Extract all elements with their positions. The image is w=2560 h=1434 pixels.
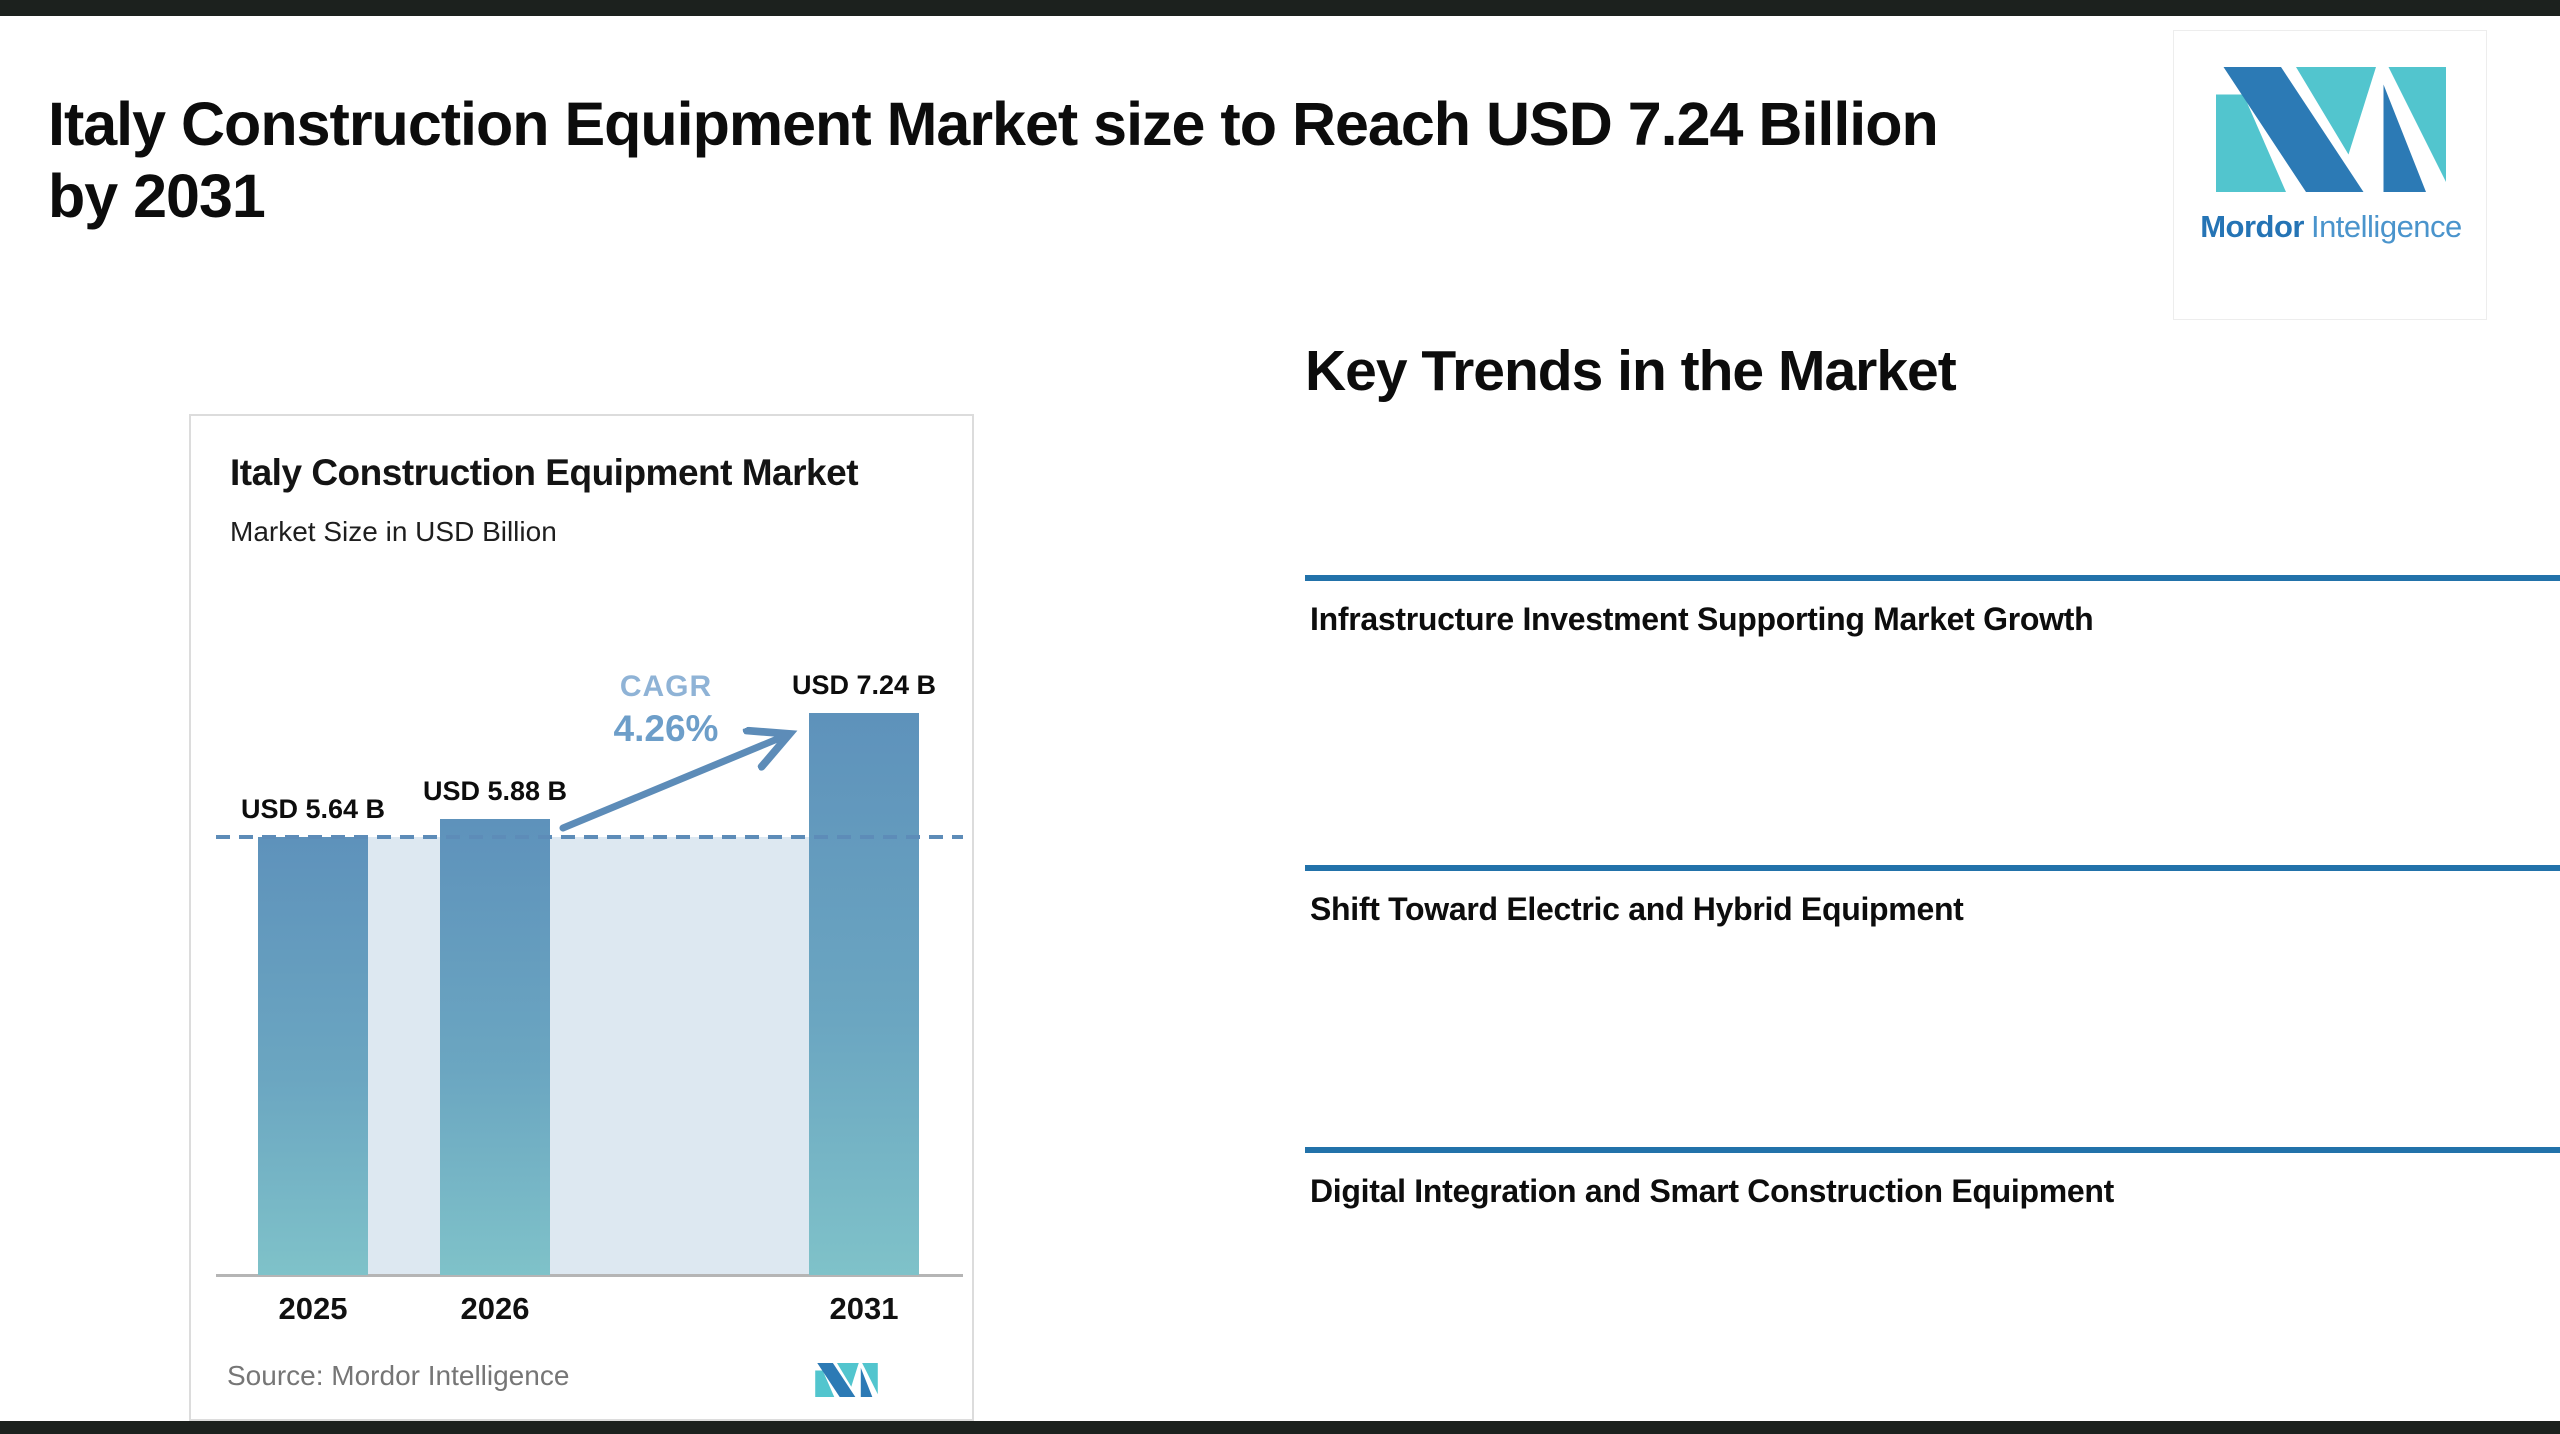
bar-value-label: USD 7.24 B	[791, 670, 937, 701]
trend-divider-line	[1305, 575, 2560, 581]
cagr-value: 4.26%	[613, 708, 719, 749]
trend-item-electric-hybrid: Shift Toward Electric and Hybrid Equipme…	[1310, 891, 1964, 927]
mordor-intelligence-logo-icon	[2216, 67, 2446, 192]
page-title-line2: by 2031	[48, 162, 266, 230]
brand-name-light: Intelligence	[2310, 209, 2462, 244]
x-axis-tick-label: 2025	[278, 1291, 348, 1326]
key-trends-heading: Key Trends in the Market	[1305, 339, 1957, 403]
chart-title: Italy Construction Equipment Market	[230, 452, 859, 493]
brand-logo-card: Mordor Intelligence	[2173, 30, 2487, 320]
bar-2025	[258, 837, 368, 1275]
source-caption: Source: Mordor Intelligence	[227, 1360, 570, 1391]
brand-wordmark: Mordor Intelligence	[2174, 209, 2488, 245]
trend-divider-line	[1305, 1147, 2560, 1153]
trend-item-digital-integration: Digital Integration and Smart Constructi…	[1310, 1173, 2114, 1209]
page-title-line1: Italy Construction Equipment Market size…	[48, 90, 1939, 158]
brand-name-bold: Mordor	[2200, 209, 2304, 244]
bar-value-label: USD 5.88 B	[422, 775, 568, 806]
trend-item-infrastructure: Infrastructure Investment Supporting Mar…	[1310, 601, 2094, 637]
page-title: Italy Construction Equipment Market size…	[48, 88, 2128, 232]
cagr-label: CAGR	[619, 670, 713, 703]
mordor-intelligence-mini-logo-icon	[815, 1363, 878, 1397]
x-axis-tick-label: 2031	[829, 1291, 899, 1326]
plot-area: CAGR 4.26% USD 5.64 B 2025 USD 5.88 B 2026 U…	[216, 656, 963, 1326]
market-chart-card: Italy Construction Equipment Market Mark…	[189, 414, 974, 1421]
bottom-border-strip	[0, 1421, 2560, 1434]
dashed-reference-line	[216, 835, 963, 840]
chart-backdrop	[258, 837, 919, 1275]
bar-value-label: USD 5.64 B	[240, 794, 386, 825]
chart-subtitle: Market Size in USD Billion	[230, 516, 557, 547]
bar-2031	[809, 713, 919, 1275]
trend-divider-line	[1305, 865, 2560, 871]
x-axis-tick-label: 2026	[460, 1291, 530, 1326]
cagr-annotation: CAGR 4.26%	[556, 670, 776, 750]
x-axis-line	[216, 1274, 963, 1277]
bar-2026	[440, 818, 550, 1275]
top-border-strip	[0, 0, 2560, 16]
